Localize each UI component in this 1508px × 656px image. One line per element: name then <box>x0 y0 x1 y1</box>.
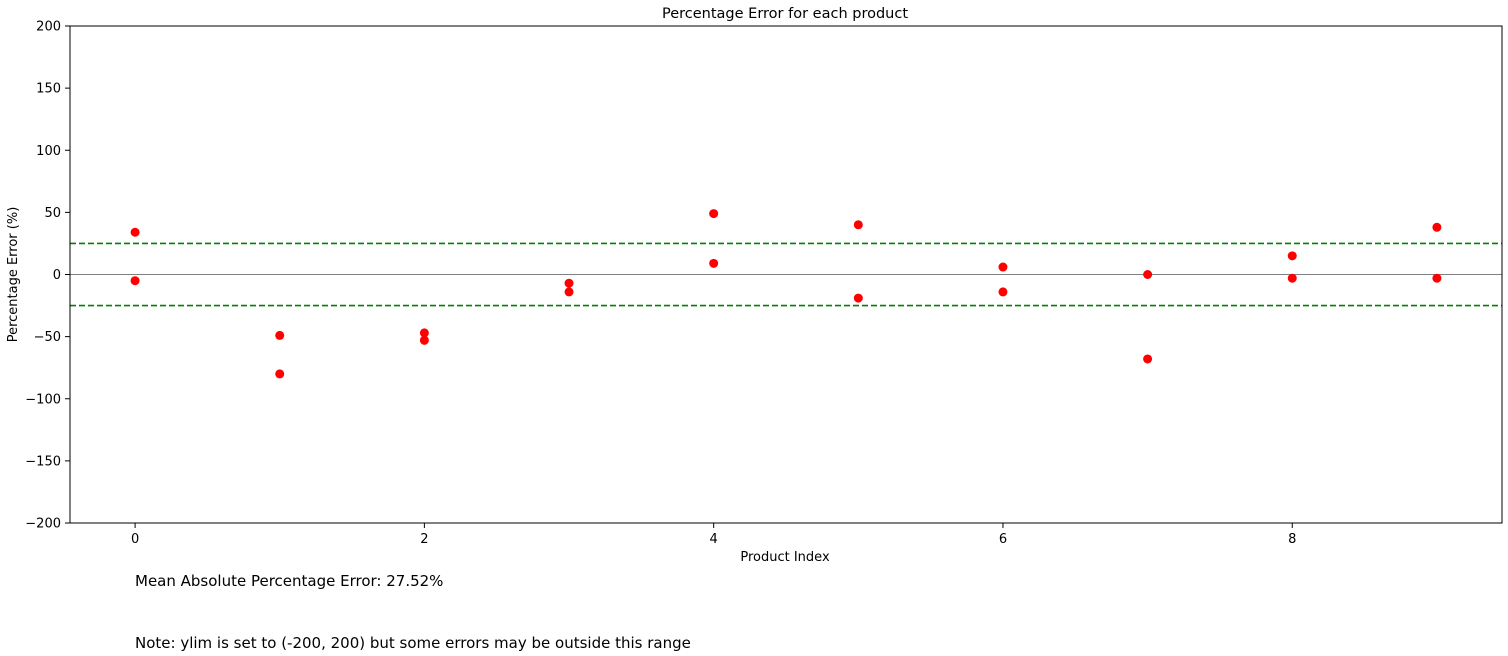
data-point <box>709 209 719 219</box>
data-point <box>564 287 574 297</box>
x-tick-label: 8 <box>1288 532 1296 547</box>
data-point <box>1287 273 1297 283</box>
reference-lines <box>70 242 1502 307</box>
data-point <box>130 276 140 286</box>
x-axis-label: Product Index <box>740 550 830 565</box>
y-axis: 200 150 100 50 0 −50 −100 −150 −200 <box>25 20 70 532</box>
mape-annotation: Mean Absolute Percentage Error: 27.52% <box>135 572 443 590</box>
data-point <box>1287 251 1297 261</box>
data-point <box>419 335 429 345</box>
y-tick-label: −150 <box>25 454 61 469</box>
data-point <box>1143 354 1153 364</box>
chart-title: Percentage Error for each product <box>662 6 908 22</box>
y-tick-label: 100 <box>36 144 61 159</box>
data-point <box>1143 270 1153 279</box>
data-point <box>853 220 863 230</box>
x-tick-label: 0 <box>131 532 139 547</box>
data-point <box>1432 273 1442 283</box>
data-point <box>998 262 1008 272</box>
y-tick-label: 150 <box>36 82 61 97</box>
y-axis-label: Percentage Error (%) <box>6 207 21 343</box>
y-tick-label: 200 <box>36 20 61 35</box>
y-tick-label: 0 <box>53 268 61 283</box>
y-tick-label: −50 <box>34 330 61 345</box>
y-tick-label: −200 <box>25 517 61 532</box>
data-point <box>275 330 285 340</box>
data-point <box>709 258 719 268</box>
data-point <box>419 328 429 338</box>
x-tick-label: 4 <box>710 532 718 547</box>
x-axis: 0 2 4 6 8 <box>131 523 1296 547</box>
data-point <box>564 278 574 288</box>
x-tick-label: 6 <box>999 532 1007 547</box>
data-point <box>1432 222 1442 232</box>
ylim-note: Note: ylim is set to (-200, 200) but som… <box>135 634 691 652</box>
data-points <box>130 209 1442 379</box>
y-tick-label: 50 <box>44 206 61 221</box>
data-point <box>853 293 863 303</box>
data-point <box>998 287 1008 297</box>
y-tick-label: −100 <box>25 392 61 407</box>
data-point <box>275 369 285 379</box>
data-point <box>130 227 140 237</box>
x-tick-label: 2 <box>420 532 428 547</box>
